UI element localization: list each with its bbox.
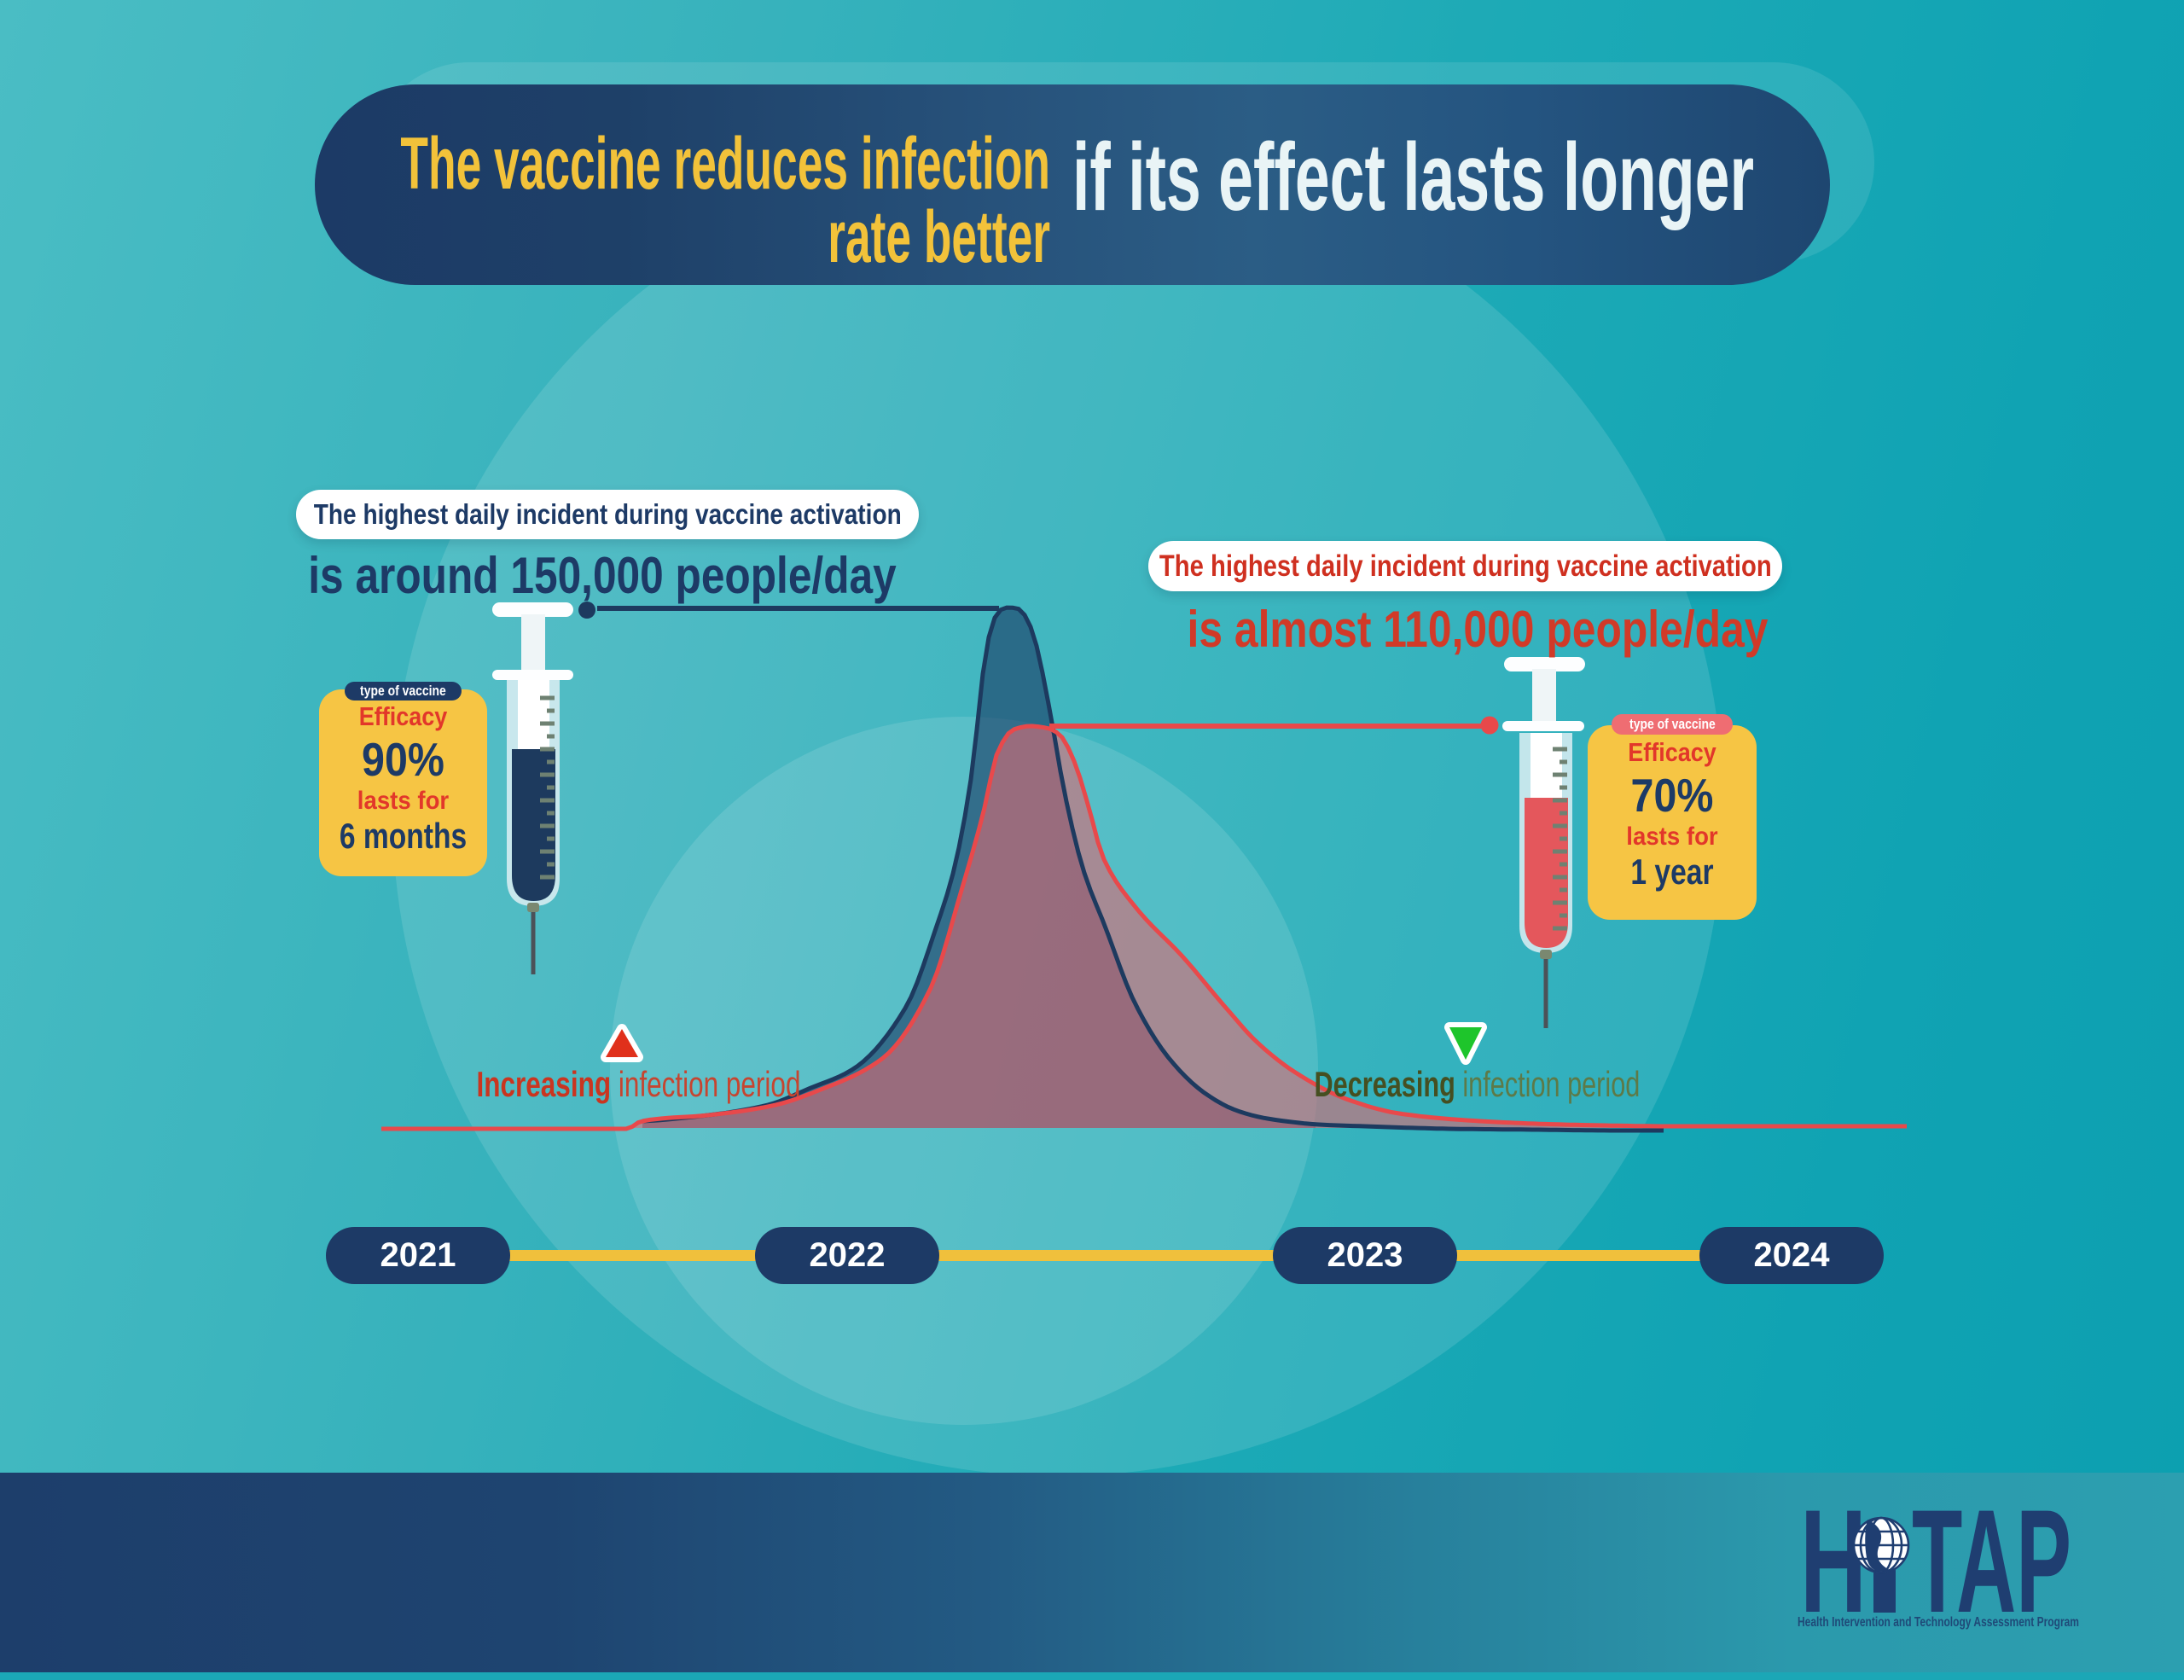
svg-text:Health Intervention and Techno: Health Intervention and Technology Asses… <box>1798 1615 2079 1630</box>
svg-text:H: H <box>1800 1493 1867 1643</box>
svg-text:TAP: TAP <box>1912 1493 2071 1643</box>
